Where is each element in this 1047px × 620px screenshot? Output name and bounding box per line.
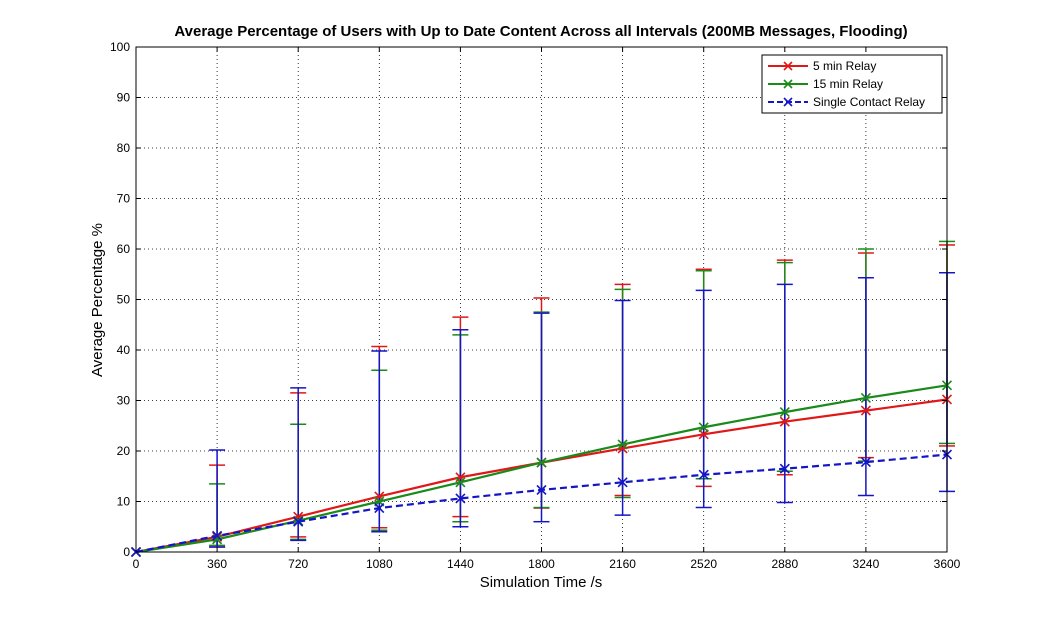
y-tick-label: 40 [117, 343, 131, 357]
marker-stroke [617, 477, 628, 488]
legend-marker [783, 79, 793, 89]
marker-stroke [536, 457, 547, 468]
x-tick-label: 1800 [528, 557, 555, 571]
legend: 5 min Relay 15 min Relay Single Contact Re… [761, 54, 943, 114]
error-bars [209, 240, 955, 548]
error-bar [533, 312, 550, 523]
y-tick-label: 90 [117, 91, 131, 105]
data-point-marker [779, 463, 790, 474]
x-tick-label: 360 [207, 557, 227, 571]
y-tick-label: 60 [117, 242, 131, 256]
y-tick-label: 30 [117, 394, 131, 408]
marker-stroke [860, 457, 871, 468]
data-point-marker [860, 392, 871, 404]
data-point-marker [698, 422, 709, 433]
data-point-marker [455, 493, 466, 504]
marker-stroke [779, 407, 790, 418]
error-bar [776, 283, 793, 504]
legend-marker [783, 97, 793, 107]
marker-stroke [536, 484, 547, 495]
error-bar [209, 449, 226, 548]
marker-stroke [779, 463, 790, 474]
series-lines [130, 380, 953, 558]
y-axis-label: Average Percentage % [89, 223, 106, 377]
x-tick-label: 2160 [609, 557, 636, 571]
data-point-marker [293, 516, 304, 527]
marker-stroke [455, 477, 466, 488]
marker-stroke [860, 405, 871, 416]
marker-stroke [698, 469, 709, 480]
marker-stroke [455, 493, 466, 504]
marker-stroke [779, 416, 790, 427]
data-point-marker [536, 484, 547, 495]
data-point-marker [212, 530, 223, 541]
data-point-marker [617, 477, 628, 488]
marker-stroke [860, 392, 871, 404]
x-tick-label: 0 [133, 557, 140, 571]
data-point-marker [374, 502, 385, 514]
y-tick-label: 80 [117, 141, 131, 155]
error-bar [614, 299, 631, 516]
data-point-marker [860, 405, 871, 416]
data-point-marker [779, 416, 790, 427]
marker-stroke [212, 534, 223, 545]
x-tick-label: 1080 [366, 557, 393, 571]
marker-stroke [617, 443, 628, 454]
legend-label: Single Contact Relay [813, 95, 925, 109]
error-bar [857, 277, 874, 497]
x-axis-label: Simulation Time /s [480, 574, 603, 591]
data-point-marker [860, 457, 871, 468]
y-tick-label: 100 [110, 40, 130, 54]
y-tick-label: 20 [117, 444, 131, 458]
error-bar [371, 350, 388, 533]
x-tick-label: 2520 [690, 557, 717, 571]
error-bar [290, 387, 307, 542]
legend-label: 15 min Relay [813, 77, 883, 91]
data-point-marker [536, 457, 547, 468]
chart-title: Average Percentage of Users with Up to D… [174, 23, 907, 40]
data-point-marker [455, 477, 466, 488]
marker-stroke [212, 530, 223, 541]
error-bar [452, 329, 469, 528]
y-tick-label: 70 [117, 192, 131, 206]
y-tick-label: 10 [117, 495, 131, 509]
marker-stroke [374, 502, 385, 514]
x-tick-label: 2880 [771, 557, 798, 571]
axis-ticks: 0 360 720 1080 1440 1800 2160 2520 2880 3240 36000… [110, 40, 961, 571]
legend-marker [783, 61, 793, 71]
marker-stroke [293, 516, 304, 527]
x-tick-label: 1440 [447, 557, 474, 571]
y-tick-label: 50 [117, 293, 131, 307]
marker-stroke [698, 422, 709, 433]
y-tick-label: 0 [123, 545, 130, 559]
data-point-marker [779, 407, 790, 418]
data-point-marker [617, 439, 628, 450]
marker-stroke [617, 439, 628, 450]
error-bar [695, 289, 712, 509]
x-tick-label: 3600 [934, 557, 961, 571]
data-point-marker [698, 469, 709, 480]
x-tick-label: 720 [288, 557, 308, 571]
legend-label: 5 min Relay [813, 59, 876, 73]
x-tick-label: 3240 [853, 557, 880, 571]
